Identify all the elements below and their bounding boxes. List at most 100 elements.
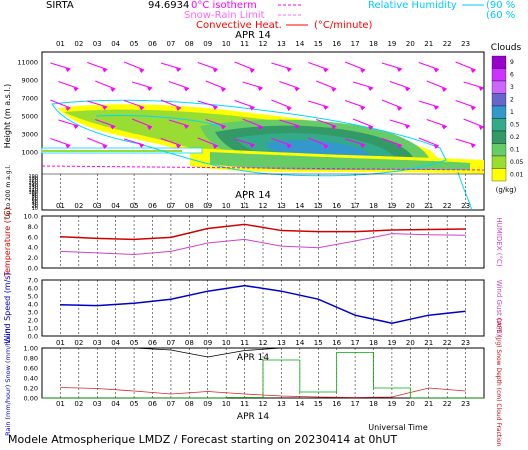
colorbar-cell (491, 168, 507, 182)
wind-arrow (426, 119, 447, 127)
cloud-xticks-top: 01 02 03 04 05 06 07 08 09 10 11 12 13 14 15 16 17 18 19 20… (56, 40, 470, 48)
isotherm-label: 0°C isotherm (191, 0, 257, 11)
wind-arrow-head (404, 125, 410, 129)
wind-arrow (87, 62, 108, 70)
wind-arrow-head (368, 87, 374, 91)
precip-yticks: 1.00 0.80 0.60 0.40 0.20 0.00 (24, 345, 38, 403)
cloud-xtick-top: 01 (56, 40, 65, 48)
ytick-label: 2.0 (28, 254, 38, 262)
precip-xtick-top: 11 (240, 339, 249, 347)
cloud-xtick-bottom: 04 (111, 202, 120, 210)
colorbar-label: 3 (510, 84, 514, 91)
precip-series-line (60, 347, 466, 358)
precip-lines (42, 347, 484, 399)
wind-arrow-head (470, 69, 476, 73)
wind-arrow (50, 99, 71, 109)
ytick-label: 2.0 (28, 317, 38, 325)
cloud-xtick-top: 03 (93, 40, 102, 48)
cloud-ytick: 190 (28, 174, 38, 180)
precip-xtick-top: 23 (461, 339, 470, 347)
cloud-xtick-bottom: 13 (277, 202, 286, 210)
precip-xtick-bottom: 20 (406, 400, 415, 408)
wind-arrow (50, 138, 71, 146)
colorbar-label: 0.05 (510, 159, 524, 166)
wind-arrow (426, 80, 447, 90)
wind-yticks: 7.06.05.04.03.02.01.00.0 (28, 277, 38, 341)
temperature-lines (60, 223, 466, 255)
wind-arrow-head (110, 88, 116, 92)
colorbar-cell (491, 105, 507, 119)
wind-arrow-head (175, 144, 181, 149)
wind-arrow (418, 137, 439, 147)
colorbar-cell (491, 93, 507, 107)
cloud-xtick-bottom: 16 (332, 202, 341, 210)
cloud-ytick: 20 (32, 204, 38, 210)
cloud-xtick-bottom: 08 (185, 202, 194, 210)
wind-arrow (463, 81, 484, 89)
wind-arrow-head (323, 106, 329, 110)
wind-arrow (308, 137, 329, 147)
temperature-ylabel: Temperature (°C) (3, 207, 12, 277)
colorbar-label: 0.5 (510, 122, 520, 129)
wind-lines (60, 284, 466, 324)
cloud-ytick: 50 (32, 199, 38, 205)
wind-arrow (389, 81, 411, 89)
cloud-ytick: 7000 (21, 95, 38, 103)
cloud-xtick-bottom: 02 (74, 202, 83, 210)
precip-xtick-bottom: 02 (74, 400, 83, 408)
colorbar-cell (491, 130, 507, 144)
cloud-ytick: 5000 (21, 113, 38, 121)
coords-label: 94.6934 (148, 0, 189, 11)
wind-arrow-head (441, 88, 447, 92)
cloud-ytick: 10 (32, 206, 38, 212)
precip-ylabel-right: CAPE (J/g) Snow Depth (cm) Cloud Fractio… (495, 318, 502, 447)
precip-xtick-bottom: 09 (203, 400, 212, 408)
ytick-label: 6.0 (28, 233, 38, 241)
precip-xtick-bottom: 08 (185, 400, 194, 408)
cloud-grid (60, 174, 466, 210)
wind-arrow (123, 61, 145, 71)
wind-arrow (197, 62, 218, 70)
convective-label: Convective Heat. (196, 20, 282, 31)
colorbar-cell (491, 143, 507, 157)
cloud-xtick-bottom: 22 (443, 202, 452, 210)
ytick-label: 0.80 (24, 355, 38, 363)
wind-arrow (271, 99, 292, 109)
colorbar-label: 0.01 (510, 172, 524, 179)
cloud-ytick: 110 (28, 188, 38, 194)
wind-arrow-head (147, 87, 153, 91)
cloud-xtick-bottom: 18 (369, 202, 378, 210)
wind-arrow (455, 138, 476, 146)
cloud-xtick-top: 18 (369, 40, 378, 48)
cloud-ytick: 80 (32, 194, 38, 200)
cloud-panel-frame (41, 51, 485, 211)
wind-arrow (344, 100, 366, 108)
cloud-xtick-top: 14 (295, 40, 304, 48)
wind-arrow-head (286, 68, 292, 72)
precip-xtick-bottom: 06 (148, 400, 157, 408)
cloud-xtick-bottom: 21 (424, 202, 433, 210)
convective-unit: (°C/minute) (314, 20, 373, 31)
cloud-xtick-bottom: 17 (351, 202, 360, 210)
precip-xtick-top: 20 (406, 339, 415, 347)
rh-value-60: (60 % (486, 10, 515, 21)
cloud-ytick: 180 (28, 176, 38, 182)
precip-xtick-top: 18 (369, 339, 378, 347)
wind-arrow-head (323, 145, 329, 149)
precip-xtick-top: 01 (56, 339, 65, 347)
wind-arrow (123, 138, 145, 146)
cloud-xtick-bottom: 09 (203, 202, 212, 210)
wind-arrow (234, 138, 255, 146)
wind-arrow-head (360, 69, 366, 73)
precip-xtick-top: 10 (222, 339, 231, 347)
cloud-xtick-top: 15 (314, 40, 323, 48)
temperature-yticks: 10.0 8.0 6.0 4.0 2.0 0.0 (24, 213, 38, 273)
wind-arrow-head (404, 87, 410, 92)
series-line (60, 223, 466, 241)
date-label-cloud: APR 14 (235, 190, 271, 201)
wind-arrow-head (175, 68, 181, 72)
cloud-ylabel: Height (m a.s.l.) (3, 84, 12, 149)
ytick-label: 0.0 (28, 333, 38, 341)
wind-arrow (234, 100, 255, 108)
